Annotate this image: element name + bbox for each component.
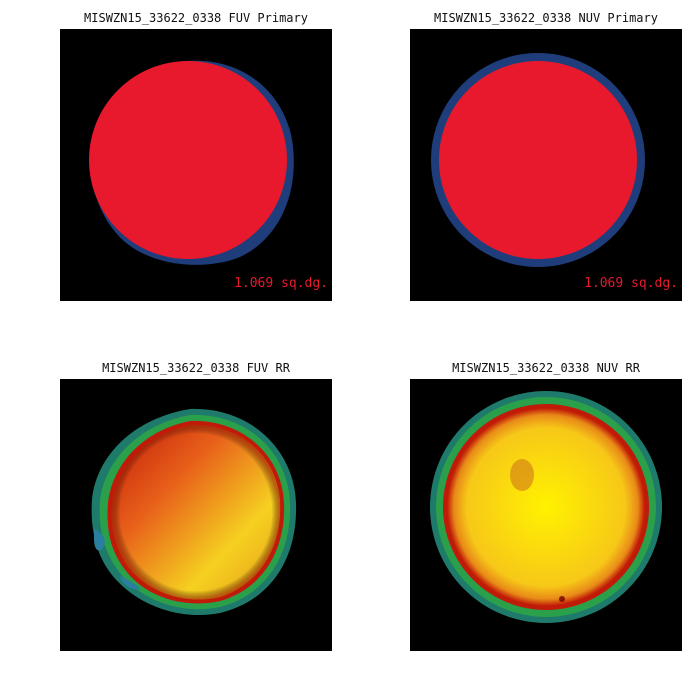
fuv-primary-area-label: 1.069 sq.dg.	[234, 276, 328, 291]
nuv-primary-image: 1.069 sq.dg.	[410, 29, 682, 301]
nuv-primary-title: MISWZN15_33622_0338 NUV Primary	[434, 11, 658, 25]
fuv-rr-notch	[94, 529, 105, 551]
fuv-primary-coverage-disk	[89, 61, 287, 259]
nuv-primary-coverage-disk	[439, 61, 637, 259]
nuv-rr-dark-blemish	[510, 459, 534, 491]
nuv-rr-response-field	[447, 408, 645, 606]
nuv-primary-area-label: 1.069 sq.dg.	[584, 276, 678, 291]
nuv-rr-image	[410, 379, 682, 651]
fuv-primary-image: 1.069 sq.dg.	[60, 29, 332, 301]
nuv-rr-title: MISWZN15_33622_0338 NUV RR	[452, 361, 640, 375]
fuv-primary-title: MISWZN15_33622_0338 FUV Primary	[84, 11, 308, 25]
fuv-rr-title: MISWZN15_33622_0338 FUV RR	[102, 361, 290, 375]
fuv-rr-image	[60, 379, 332, 651]
